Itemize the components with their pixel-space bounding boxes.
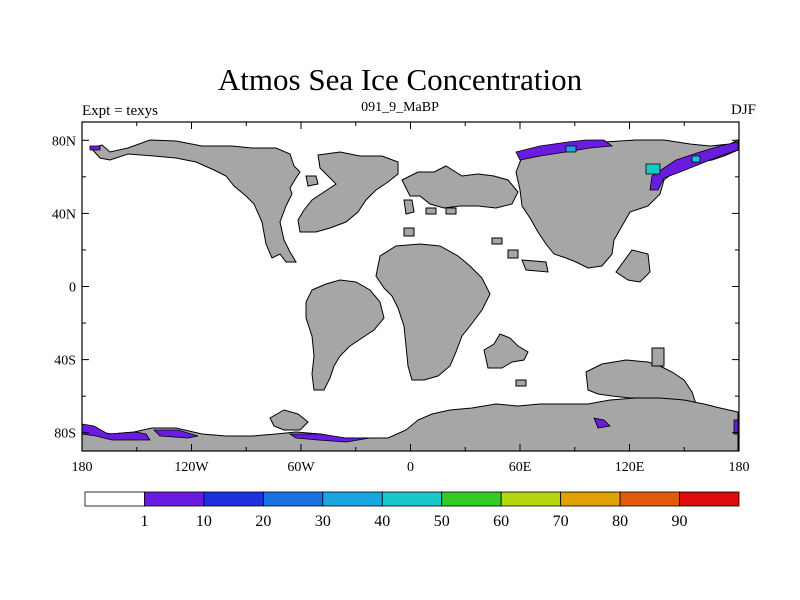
x-tick-label: 120W	[174, 460, 209, 475]
landmass-small-island	[515, 379, 527, 387]
landmass-small-arctic	[305, 175, 319, 187]
colorbar-swatch	[679, 491, 740, 507]
ice-arctic-west	[89, 145, 101, 151]
period-label: 091_9_MaBP	[361, 100, 439, 115]
y-tick-label: 40S	[54, 354, 76, 369]
colorbar-label: 60	[493, 513, 509, 530]
colorbar-swatch	[381, 491, 443, 507]
x-tick-label: 120E	[615, 460, 645, 475]
landmass-asia	[515, 139, 739, 269]
land-masses	[81, 139, 739, 452]
ice-antarctic-east	[733, 419, 739, 435]
ice-arctic-east	[649, 141, 739, 191]
colorbar-swatch	[144, 491, 205, 507]
colorbar-swatch	[203, 491, 264, 507]
landmass-antarctic-island	[269, 409, 309, 431]
colorbar-swatch	[441, 491, 502, 507]
y-tick-label: 80N	[52, 134, 76, 149]
colorbar-swatch	[322, 491, 383, 507]
colorbar-swatch	[500, 491, 562, 507]
ice-cyan-east-2	[691, 155, 701, 163]
colorbar	[84, 491, 740, 507]
landmass-africa	[375, 243, 491, 381]
sea-ice-layer	[81, 139, 739, 443]
landmass-north-america	[90, 139, 301, 263]
ice-antarctic-west	[81, 423, 151, 441]
y-tick-labels: 80N 40N 0 40S 80S	[52, 134, 76, 441]
season-label: DJF	[730, 102, 756, 118]
ice-antarctic-atlantic	[288, 433, 371, 443]
x-tick-labels: 180 120W 60W 0 60E 120E 180	[72, 460, 750, 475]
colorbar-swatch	[619, 491, 680, 507]
colorbar-swatch	[560, 491, 621, 507]
landmass-europe-islands	[403, 199, 457, 237]
colorbar-swatch	[84, 491, 145, 507]
ice-cyan-east-1	[645, 163, 661, 175]
y-tick-label: 0	[69, 281, 76, 296]
landmass-europe	[401, 165, 519, 209]
ice-antarctic-indian	[593, 417, 611, 429]
colorbar-label: 30	[315, 513, 331, 530]
x-tick-label: 180	[72, 460, 93, 475]
ice-cyan-arctic	[565, 145, 577, 153]
landmass-south-america	[305, 279, 385, 391]
y-tick-label: 80S	[54, 427, 76, 442]
axis-ticks	[81, 122, 740, 451]
landmass-australia-north	[651, 347, 665, 367]
x-tick-label: 0	[407, 460, 414, 475]
landmass-asia-east	[615, 249, 651, 283]
colorbar-label: 1	[140, 513, 148, 530]
colorbar-label: 90	[672, 513, 688, 530]
experiment-label: Expt = texys	[82, 103, 158, 119]
plot-title: Atmos Sea Ice Concentration	[217, 62, 583, 97]
colorbar-label: 20	[255, 513, 271, 530]
ice-arctic-asia	[515, 139, 614, 161]
colorbar-label: 70	[553, 513, 569, 530]
landmass-greenland	[297, 151, 399, 233]
landmass-antarctica	[81, 397, 739, 452]
colorbar-label: 50	[434, 513, 450, 530]
landmass-indian-island	[483, 333, 529, 369]
colorbar-label: 80	[612, 513, 628, 530]
x-tick-label: 60W	[287, 460, 315, 475]
x-tick-label: 180	[729, 460, 750, 475]
ice-antarctic-mid	[153, 429, 199, 439]
colorbar-label: 40	[374, 513, 390, 530]
colorbar-label: 10	[196, 513, 212, 530]
colorbar-labels: 1 10 20 30 40 50 60 70 80 90	[140, 513, 687, 530]
landmass-asia-islands	[491, 237, 549, 273]
y-tick-label: 40N	[52, 207, 76, 222]
colorbar-swatch	[262, 491, 324, 507]
x-tick-label: 60E	[509, 460, 532, 475]
